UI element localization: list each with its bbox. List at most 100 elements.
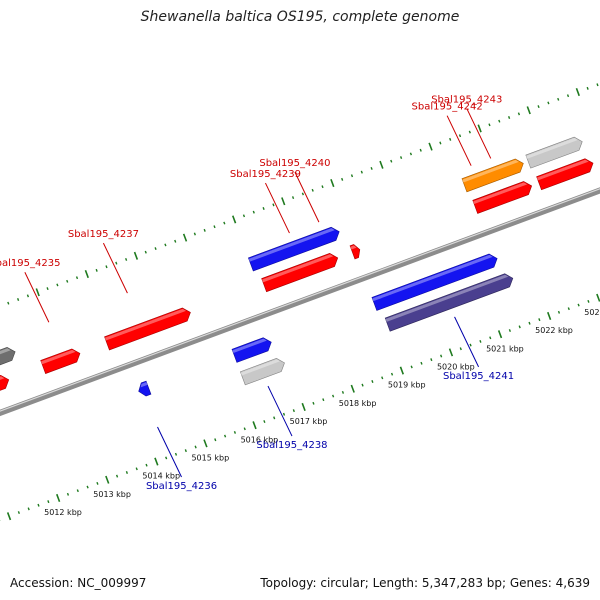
ruler-tick-reverse bbox=[577, 303, 580, 307]
label-leader bbox=[265, 182, 290, 234]
backbone-highlight bbox=[0, 188, 600, 412]
tick-label: 5019 kbp bbox=[388, 381, 426, 390]
gene-arrow-shine bbox=[385, 274, 509, 322]
ruler-tick-reverse bbox=[301, 402, 306, 411]
ruler-tick-forward bbox=[458, 134, 462, 138]
gene-arrow-body bbox=[536, 158, 594, 191]
ruler-tick-reverse bbox=[489, 336, 492, 340]
tick-label: 5015 kbp bbox=[191, 453, 229, 462]
ruler-tick-reverse bbox=[223, 434, 227, 438]
gene-arrow-shine bbox=[248, 228, 335, 262]
tick-label: 5012 kbp bbox=[44, 508, 82, 517]
ruler-tick-forward bbox=[213, 225, 216, 229]
label-leader bbox=[454, 316, 480, 368]
ruler-tick-reverse bbox=[528, 321, 531, 325]
gene-arrow bbox=[472, 181, 533, 214]
gene-arrow-body bbox=[104, 307, 191, 351]
tick-label: 5022 kbp bbox=[535, 326, 573, 335]
gene-arrow-body bbox=[0, 374, 10, 404]
gene-label: Sbal195_4242 bbox=[412, 102, 483, 113]
ruler-tick-reverse bbox=[469, 343, 472, 347]
gene-arrow bbox=[231, 337, 272, 363]
ruler-tick-reverse bbox=[410, 365, 413, 369]
ruler-tick-forward bbox=[7, 301, 10, 305]
ruler-tick-forward bbox=[182, 233, 188, 242]
label-leader bbox=[267, 385, 293, 437]
ruler-tick-forward bbox=[449, 137, 452, 141]
gene-arrow-shine bbox=[41, 349, 76, 365]
tick-label: 5017 kbp bbox=[290, 417, 328, 426]
ruler-tick-reverse bbox=[165, 456, 168, 460]
gene-arrow bbox=[461, 158, 524, 193]
ruler-tick-reverse bbox=[184, 449, 187, 453]
gene-label: Sbal195_4237 bbox=[68, 229, 139, 240]
ruler-tick-reverse bbox=[448, 348, 454, 357]
ruler-tick-reverse bbox=[145, 463, 148, 467]
ruler-tick-forward bbox=[468, 130, 471, 134]
ruler-tick-reverse bbox=[263, 420, 266, 423]
label-leader bbox=[294, 171, 320, 223]
ruler-tick-reverse bbox=[194, 445, 197, 449]
ruler-tick-reverse bbox=[56, 493, 61, 502]
ruler-tick-reverse bbox=[203, 439, 208, 448]
ruler-tick-reverse bbox=[6, 512, 12, 521]
ruler-tick-forward bbox=[330, 179, 335, 188]
gene-arrow-shine bbox=[232, 338, 267, 354]
ruler-tick-forward bbox=[16, 298, 20, 301]
gene-label: Sbal195_4241 bbox=[443, 371, 514, 382]
ruler-tick-reverse bbox=[567, 307, 570, 311]
ruler-tick-reverse bbox=[135, 467, 138, 471]
ruler-tick-forward bbox=[379, 160, 384, 169]
ruler-tick-forward bbox=[390, 159, 393, 163]
ruler-tick-forward bbox=[428, 142, 433, 151]
gene-arrow-shine bbox=[462, 159, 519, 183]
gene-label: Sbal195_4235 bbox=[0, 258, 60, 269]
ruler-tick-reverse bbox=[332, 394, 335, 398]
ruler-tick-reverse bbox=[371, 380, 374, 383]
ruler-tick-forward bbox=[252, 210, 255, 214]
backbone-line bbox=[0, 187, 600, 417]
ruler-tick-forward bbox=[370, 167, 373, 170]
ruler-tick-reverse bbox=[420, 361, 423, 365]
gene-arrow-body bbox=[239, 358, 285, 386]
ruler-tick-reverse bbox=[596, 293, 600, 302]
genome-title: Shewanella baltica OS195, complete genom… bbox=[140, 9, 460, 25]
ruler-tick-forward bbox=[203, 228, 206, 232]
ruler-tick-forward bbox=[95, 268, 98, 272]
ruler-tick-reverse bbox=[399, 366, 404, 375]
gene-arrow-body bbox=[371, 253, 498, 311]
ruler-tick-reverse bbox=[497, 330, 503, 339]
ruler-tick-reverse bbox=[322, 398, 325, 402]
gene-arrow-shine bbox=[140, 382, 148, 388]
ruler-tick-reverse bbox=[125, 471, 129, 474]
ruler-tick-forward bbox=[439, 141, 442, 145]
ruler-tick-forward bbox=[547, 101, 550, 105]
ruler-tick-reverse bbox=[27, 507, 30, 511]
gene-arrow-shine bbox=[104, 308, 187, 341]
ruler-tick-reverse bbox=[115, 474, 119, 478]
ruler-tick-forward bbox=[125, 258, 128, 261]
gene-arrow-body bbox=[349, 244, 361, 260]
gene-arrow-body bbox=[472, 181, 533, 214]
ruler-tick-forward bbox=[242, 214, 246, 218]
genome-backbone bbox=[0, 187, 600, 417]
ruler-tick-forward bbox=[174, 239, 177, 243]
ruler-tick-forward bbox=[232, 215, 237, 224]
gene-arrow bbox=[384, 273, 514, 332]
tick-label: 5016 kbp bbox=[241, 435, 279, 444]
gene-label: Sbal195_4238 bbox=[256, 440, 327, 451]
tick-label: 5020 kbp bbox=[437, 362, 475, 371]
gene-arrow-shine bbox=[473, 182, 528, 205]
ruler-tick-forward bbox=[526, 106, 531, 115]
ruler-tick-reverse bbox=[557, 310, 561, 314]
ruler-tick-reverse bbox=[350, 384, 355, 393]
label-leader bbox=[446, 115, 472, 166]
ruler-tick-reverse bbox=[282, 412, 286, 416]
gene-arrow bbox=[104, 307, 191, 351]
gene-arrow-shine bbox=[240, 359, 281, 376]
ruler-tick-forward bbox=[350, 174, 354, 178]
scale-ruler: 5012 kbp 5013 kbp 5014 kbp 5015 kbp 5016 kbp… bbox=[0, 83, 600, 521]
ruler-tick-reverse bbox=[390, 372, 394, 376]
ruler-tick-reverse bbox=[381, 376, 384, 380]
tick-label: 5023 kbp bbox=[584, 308, 600, 317]
